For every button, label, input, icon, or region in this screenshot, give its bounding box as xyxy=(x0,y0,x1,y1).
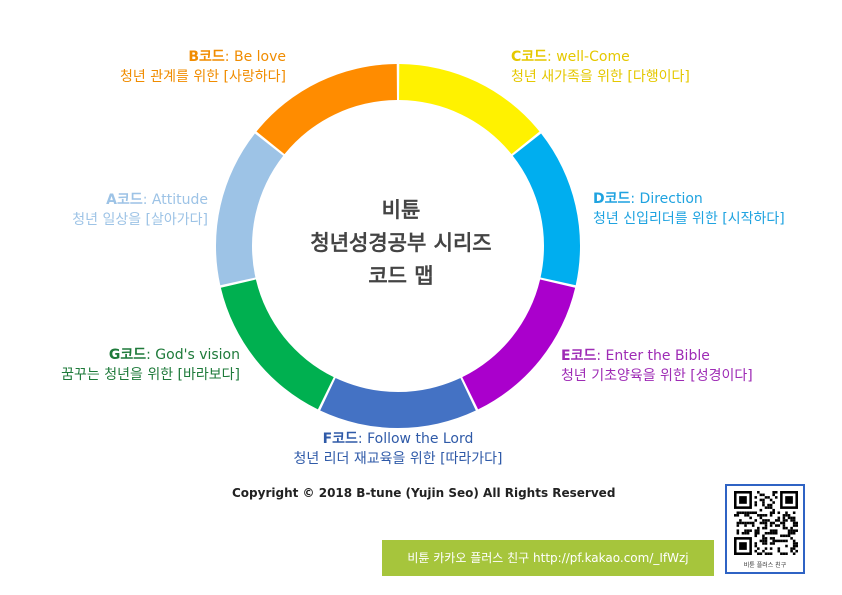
code-c-desc: 청년 새가족을 위한 [다행이다] xyxy=(511,69,690,85)
copyright-text: Copyright © 2018 B-tune (Yujin Seo) All … xyxy=(232,486,616,500)
label-g-code: G코드: God's vision 꿈꾸는 청년을 위한 [바라보다] xyxy=(18,345,240,385)
code-a-name: : Attitude xyxy=(142,192,208,208)
ring-segment-c xyxy=(399,64,540,155)
code-f-title: F코드 xyxy=(322,431,358,447)
qr-code-box[interactable]: 비튠 플러스 친구 xyxy=(725,484,805,574)
kakao-plus-friend-link[interactable]: 비튠 카카오 플러스 친구 http://pf.kakao.com/_IfWzj xyxy=(382,540,714,576)
ring-segment-e xyxy=(462,279,576,410)
ring-segment-d xyxy=(512,133,580,286)
code-c-name: : well-Come xyxy=(547,49,630,65)
ring-segment-g xyxy=(220,279,334,410)
label-c-code: C코드: well-Come 청년 새가족을 위한 [다행이다] xyxy=(511,47,690,87)
label-d-code: D코드: Direction 청년 신입리더를 위한 [시작하다] xyxy=(593,189,785,229)
ring-segment-f xyxy=(320,377,476,428)
center-title-line3: 코드 맵 xyxy=(368,264,434,288)
center-title-line1: 비튠 xyxy=(381,198,421,222)
code-b-title: B코드 xyxy=(188,49,225,65)
label-e-code: E코드: Enter the Bible 청년 기초양육을 위한 [성경이다] xyxy=(561,346,753,386)
qr-caption: 비튠 플러스 친구 xyxy=(743,562,787,569)
ring-segment-b xyxy=(256,64,397,155)
code-a-desc: 청년 일상을 [살아가다] xyxy=(72,212,208,228)
center-title-line2: 청년성경공부 시리즈 xyxy=(310,231,492,255)
code-b-desc: 청년 관계를 위한 [사랑하다] xyxy=(120,69,286,85)
code-d-name: : Direction xyxy=(630,191,703,207)
code-e-name: : Enter the Bible xyxy=(596,348,710,364)
qr-code-icon xyxy=(734,491,798,555)
code-a-title: A코드 xyxy=(106,192,143,208)
code-e-title: E코드 xyxy=(561,348,597,364)
code-g-title: G코드 xyxy=(108,347,147,363)
code-f-desc: 청년 리더 재교육을 위한 [따라가다] xyxy=(293,451,503,467)
code-f-name: : Follow the Lord xyxy=(357,431,474,447)
center-title: 비튠 청년성경공부 시리즈 코드 맵 xyxy=(271,194,531,293)
code-e-desc: 청년 기초양육을 위한 [성경이다] xyxy=(561,368,753,384)
label-f-code: F코드: Follow the Lord 청년 리더 재교육을 위한 [따라가다… xyxy=(268,429,528,469)
code-d-desc: 청년 신입리더를 위한 [시작하다] xyxy=(593,211,785,227)
ring-segment-a xyxy=(216,133,284,286)
code-c-title: C코드 xyxy=(511,49,548,65)
label-b-code: B코드: Be love 청년 관계를 위한 [사랑하다] xyxy=(40,47,286,87)
label-a-code: A코드: Attitude 청년 일상을 [살아가다] xyxy=(18,190,208,230)
code-g-name: : God's vision xyxy=(146,347,240,363)
code-d-title: D코드 xyxy=(593,191,631,207)
code-g-desc: 꿈꾸는 청년을 위한 [바라보다] xyxy=(61,367,240,383)
code-b-name: : Be love xyxy=(224,49,286,65)
